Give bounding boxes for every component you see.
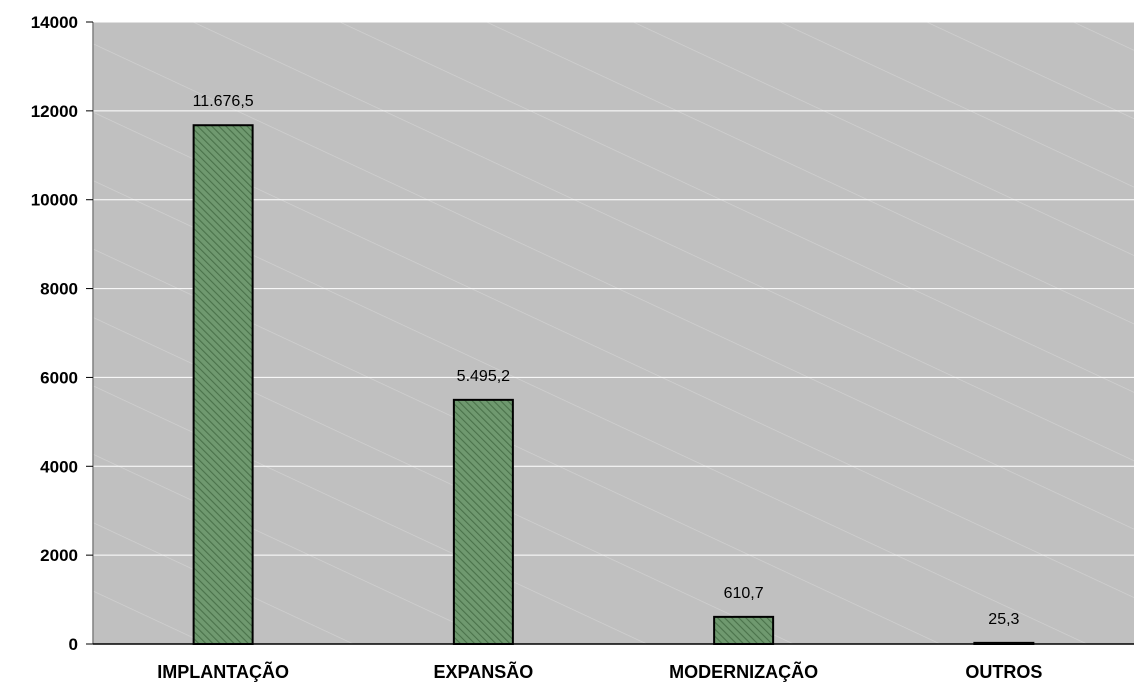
bar-data-label: 610,7 xyxy=(724,585,764,602)
x-axis: IMPLANTAÇÃO EXPANSÃO MODERNIZAÇÃO OUTROS xyxy=(93,643,1134,682)
plot-background-pattern xyxy=(93,22,1134,644)
y-tick-label: 12000 xyxy=(31,102,78,121)
x-category-label: EXPANSÃO xyxy=(434,661,534,682)
bar xyxy=(452,398,514,645)
y-tick-label: 2000 xyxy=(40,546,78,565)
y-tick-label: 6000 xyxy=(40,368,78,387)
plot-area xyxy=(93,22,1134,644)
data-labels: 11.676,5 5.495,2 610,7 25,3 xyxy=(193,93,1020,628)
y-tick-label: 0 xyxy=(69,635,78,654)
x-category-label: IMPLANTAÇÃO xyxy=(157,661,289,682)
bars xyxy=(192,124,1035,646)
y-axis: 0 2000 4000 6000 8000 10000 12000 14000 xyxy=(31,13,94,654)
bar-data-label: 5.495,2 xyxy=(457,368,510,385)
bar xyxy=(713,615,775,646)
bar-data-label: 25,3 xyxy=(988,611,1019,628)
y-tick-label: 10000 xyxy=(31,191,78,210)
bar-data-label: 11.676,5 xyxy=(193,93,254,110)
y-tick-label: 4000 xyxy=(40,457,78,476)
x-category-label: MODERNIZAÇÃO xyxy=(669,661,818,682)
bar xyxy=(192,124,254,645)
x-category-label: OUTROS xyxy=(965,662,1042,682)
y-tick-label: 14000 xyxy=(31,13,78,32)
y-tick-label: 8000 xyxy=(40,280,78,299)
gridlines xyxy=(93,21,1134,556)
